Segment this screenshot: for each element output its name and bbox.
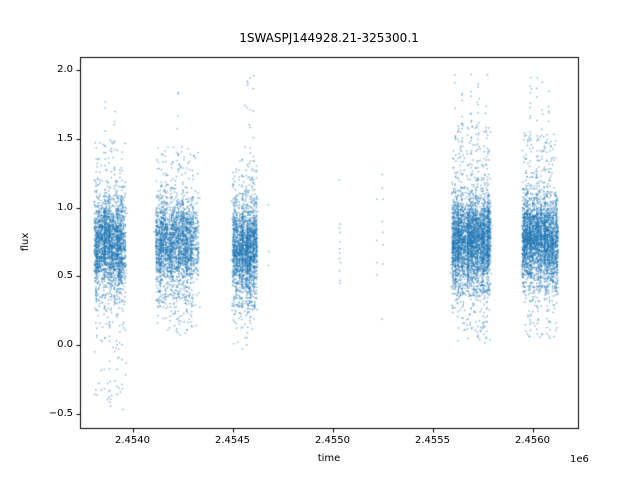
x-axis-label: time: [317, 453, 341, 464]
y-tick-label: 2.0: [57, 63, 73, 75]
x-tick-label: 2.4550: [315, 435, 350, 446]
y-tick-label: −0.5: [48, 407, 73, 419]
x-tick-label: 2.4560: [515, 435, 550, 446]
x-axis-offset-text: 1e6: [570, 454, 589, 465]
chart-title: 1SWASPJ144928.21-325300.1: [239, 31, 419, 45]
y-tick-label: 1.5: [57, 132, 73, 144]
y-axis-label: flux: [20, 232, 31, 252]
y-tick-label: 0.0: [57, 339, 73, 351]
x-tick-label: 2.4540: [115, 435, 150, 446]
x-tick-label: 2.4555: [415, 435, 450, 446]
y-tick-label: 0.5: [57, 270, 73, 282]
x-tick-label: 2.4545: [215, 435, 250, 446]
y-tick-label: 1.0: [57, 201, 73, 213]
